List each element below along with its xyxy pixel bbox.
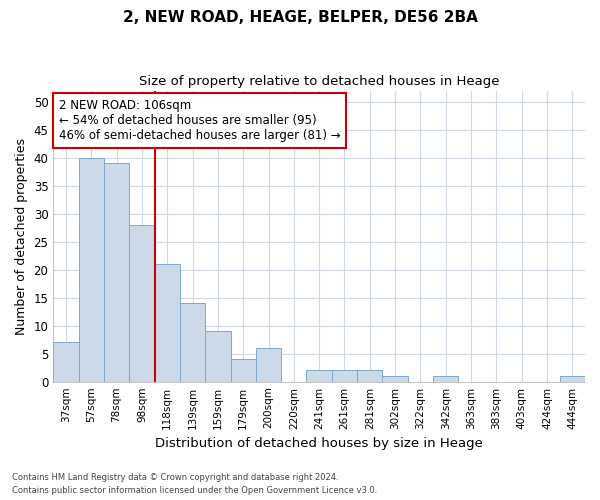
Bar xyxy=(560,376,585,382)
Bar xyxy=(205,332,230,382)
Bar xyxy=(180,304,205,382)
Bar xyxy=(155,264,180,382)
Bar xyxy=(129,225,155,382)
Bar xyxy=(53,342,79,382)
Bar xyxy=(357,370,382,382)
Bar xyxy=(104,164,129,382)
Text: Contains HM Land Registry data © Crown copyright and database right 2024.
Contai: Contains HM Land Registry data © Crown c… xyxy=(12,474,377,495)
X-axis label: Distribution of detached houses by size in Heage: Distribution of detached houses by size … xyxy=(155,437,483,450)
Text: 2, NEW ROAD, HEAGE, BELPER, DE56 2BA: 2, NEW ROAD, HEAGE, BELPER, DE56 2BA xyxy=(122,10,478,25)
Bar xyxy=(307,370,332,382)
Y-axis label: Number of detached properties: Number of detached properties xyxy=(15,138,28,334)
Title: Size of property relative to detached houses in Heage: Size of property relative to detached ho… xyxy=(139,75,499,88)
Bar xyxy=(382,376,408,382)
Bar xyxy=(332,370,357,382)
Bar xyxy=(433,376,458,382)
Bar xyxy=(79,158,104,382)
Bar xyxy=(230,360,256,382)
Text: 2 NEW ROAD: 106sqm
← 54% of detached houses are smaller (95)
46% of semi-detache: 2 NEW ROAD: 106sqm ← 54% of detached hou… xyxy=(59,100,340,142)
Bar xyxy=(256,348,281,382)
